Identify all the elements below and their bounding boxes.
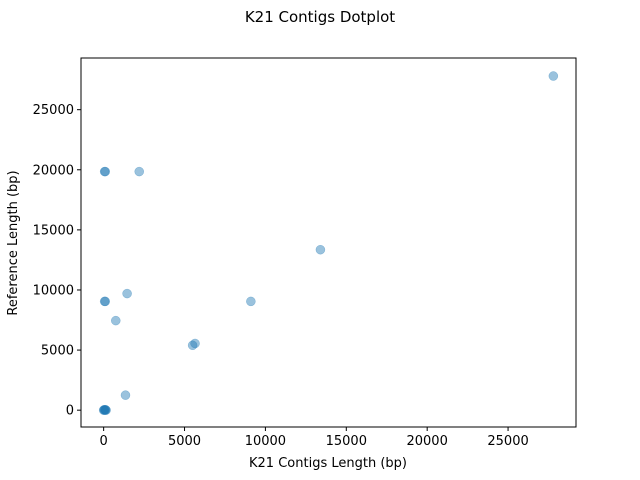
x-tick-label: 15000 [326, 434, 367, 449]
data-point [99, 405, 110, 415]
data-point [100, 166, 111, 177]
data-point [122, 288, 132, 299]
axes-layer: 0 5000 10000 15000 20000 25000 0 5000 10000 15000… [33, 57, 577, 449]
y-tick-label: 25000 [33, 103, 74, 118]
data-point [100, 296, 111, 307]
y-tick-label: 20000 [33, 163, 74, 178]
x-tick-label: 10000 [245, 434, 286, 449]
data-point [246, 296, 256, 307]
axes-frame [80, 57, 577, 428]
points-layer [98, 71, 559, 415]
data-point [99, 166, 110, 177]
y-tick-label: 15000 [33, 223, 74, 238]
x-tick-label: 5000 [168, 434, 201, 449]
data-point [99, 296, 110, 307]
y-tick-label: 5000 [41, 344, 74, 359]
data-point [134, 166, 144, 177]
data-point [120, 390, 131, 400]
data-point [99, 405, 109, 415]
data-point [100, 404, 110, 415]
y-tick-label: 10000 [33, 283, 74, 298]
chart-title: K21 Contigs Dotplot [245, 8, 395, 26]
x-tick-label: 0 [100, 434, 108, 449]
data-point [190, 338, 200, 349]
y-axis-label: Reference Length (bp) [6, 170, 21, 315]
x-tick-label: 25000 [487, 434, 528, 449]
data-point [111, 315, 121, 326]
data-point [548, 71, 559, 81]
x-tick-label: 20000 [406, 434, 447, 449]
data-point [187, 340, 198, 351]
data-point [98, 405, 109, 415]
data-point [100, 405, 111, 415]
data-point [101, 405, 111, 415]
x-axis-label: K21 Contigs Length (bp) [249, 456, 407, 471]
data-point [315, 244, 326, 255]
y-tick-label: 0 [66, 404, 74, 419]
